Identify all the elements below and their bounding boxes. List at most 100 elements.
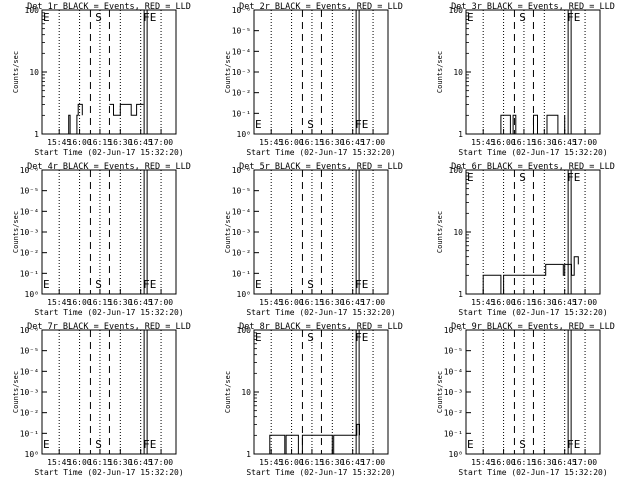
- y-tick-label: 10⁻⁵: [20, 347, 39, 356]
- events-series-line: [481, 256, 579, 295]
- x-tick-label: 16:00: [492, 298, 516, 307]
- marker-label-s: S: [95, 278, 102, 291]
- marker-label-fe: FE: [143, 438, 156, 451]
- y-tick-label: 10: [29, 68, 39, 77]
- y-tick-label: 10⁻²: [20, 249, 39, 258]
- y-tick-label: 100: [25, 6, 40, 15]
- x-tick-label: 16:15: [300, 458, 324, 467]
- y-tick-label: 10⁻⁶: [232, 166, 251, 175]
- x-tick-label: 17:00: [149, 298, 173, 307]
- y-tick-label: 10⁻⁶: [20, 166, 39, 175]
- y-tick-label: 10⁻⁴: [20, 207, 39, 216]
- y-axis-label: Counts/sec: [12, 211, 20, 253]
- y-tick-label: 10⁻¹: [232, 269, 251, 278]
- panel-4: Det 4r BLACK = Events, RED = LLD Counts/s…: [12, 162, 191, 317]
- x-tick-label: 17:00: [361, 458, 385, 467]
- y-tick-label: 10⁰: [237, 290, 251, 299]
- x-tick-label: 16:45: [553, 458, 577, 467]
- marker-label-e: E: [255, 278, 262, 291]
- y-tick-label: 10⁻⁶: [444, 326, 463, 335]
- marker-label-s: S: [519, 171, 526, 184]
- y-tick-label: 10⁻¹: [232, 109, 251, 118]
- x-tick-label: 15:45: [471, 458, 495, 467]
- x-axis-label: Start Time (02-Jun-17 15:32:20): [458, 308, 607, 317]
- x-tick-label: 16:15: [512, 138, 536, 147]
- marker-label-fe: FE: [143, 278, 156, 291]
- marker-label-e: E: [255, 118, 262, 131]
- x-tick-label: 16:00: [68, 458, 92, 467]
- marker-label-s: S: [95, 438, 102, 451]
- x-tick-label: 15:45: [471, 138, 495, 147]
- y-tick-label: 1: [34, 130, 39, 139]
- x-tick-label: 16:00: [68, 138, 92, 147]
- x-tick-label: 16:45: [341, 298, 365, 307]
- x-tick-label: 17:00: [361, 298, 385, 307]
- marker-label-fe: FE: [567, 11, 580, 24]
- marker-label-e: E: [43, 278, 50, 291]
- x-tick-label: 17:00: [573, 458, 597, 467]
- y-axis-label: Counts/sec: [224, 371, 232, 413]
- x-tick-label: 16:15: [300, 298, 324, 307]
- panel-7: Det 7r BLACK = Events, RED = LLD Counts/s…: [12, 322, 191, 477]
- marker-label-fe: FE: [355, 331, 368, 344]
- panel-9: Det 9r BLACK = Events, RED = LLD Counts/s…: [436, 322, 615, 477]
- events-series-line: [109, 103, 144, 116]
- y-axis-label: Counts/sec: [436, 211, 444, 253]
- panel-8: Det 8r BLACK = Events, RED = LLD Counts/s…: [224, 322, 403, 477]
- x-tick-label: 16:30: [320, 298, 344, 307]
- panel-title: Det 2r BLACK = Events, RED = LLD: [239, 2, 403, 12]
- y-tick-label: 10⁻⁶: [232, 6, 251, 15]
- y-axis-label: Counts/sec: [224, 51, 232, 93]
- x-tick-label: 16:00: [280, 458, 304, 467]
- y-tick-label: 10⁻²: [20, 409, 39, 418]
- marker-label-fe: FE: [355, 278, 368, 291]
- x-axis-label: Start Time (02-Jun-17 15:32:20): [458, 148, 607, 157]
- y-tick-label: 100: [449, 6, 464, 15]
- x-tick-label: 15:45: [47, 458, 71, 467]
- y-tick-label: 100: [449, 166, 464, 175]
- events-series-line: [52, 103, 83, 135]
- x-axis-label: Start Time (02-Jun-17 15:32:20): [246, 468, 395, 477]
- x-tick-label: 16:15: [512, 458, 536, 467]
- x-tick-label: 15:45: [259, 298, 283, 307]
- y-tick-label: 10⁻²: [232, 89, 251, 98]
- y-axis-label: Counts/sec: [12, 51, 20, 93]
- marker-label-e: E: [43, 11, 50, 24]
- marker-label-s: S: [95, 11, 102, 24]
- y-tick-label: 10: [453, 68, 463, 77]
- y-tick-label: 10⁻⁴: [232, 47, 251, 56]
- panel-6: Det 6r BLACK = Events, RED = LLD Counts/s…: [436, 162, 615, 317]
- x-tick-label: 16:30: [532, 458, 556, 467]
- y-axis-label: Counts/sec: [224, 211, 232, 253]
- x-tick-label: 16:30: [320, 458, 344, 467]
- y-tick-label: 10⁻⁴: [444, 367, 463, 376]
- y-tick-label: 10⁻³: [232, 228, 251, 237]
- x-axis-label: Start Time (02-Jun-17 15:32:20): [34, 468, 183, 477]
- y-tick-label: 10⁻³: [232, 68, 251, 77]
- x-axis-label: Start Time (02-Jun-17 15:32:20): [34, 308, 183, 317]
- x-tick-label: 15:45: [47, 298, 71, 307]
- marker-label-s: S: [519, 11, 526, 24]
- marker-label-s: S: [307, 278, 314, 291]
- x-tick-label: 17:00: [573, 298, 597, 307]
- x-axis-label: Start Time (02-Jun-17 15:32:20): [246, 308, 395, 317]
- y-tick-label: 10⁰: [237, 130, 251, 139]
- x-tick-label: 16:30: [108, 298, 132, 307]
- marker-label-e: E: [43, 438, 50, 451]
- marker-label-fe: FE: [567, 438, 580, 451]
- y-axis-label: Counts/sec: [436, 371, 444, 413]
- marker-label-fe: FE: [355, 118, 368, 131]
- x-tick-label: 16:45: [129, 458, 153, 467]
- panel-title: Det 7r BLACK = Events, RED = LLD: [27, 322, 191, 332]
- events-series-line: [268, 423, 360, 455]
- y-tick-label: 10⁻³: [20, 228, 39, 237]
- x-tick-label: 16:30: [108, 138, 132, 147]
- marker-label-fe: FE: [567, 171, 580, 184]
- y-tick-label: 10⁰: [25, 450, 39, 459]
- x-axis-label: Start Time (02-Jun-17 15:32:20): [458, 468, 607, 477]
- x-tick-label: 16:15: [512, 298, 536, 307]
- x-tick-label: 16:45: [341, 138, 365, 147]
- y-tick-label: 10: [453, 228, 463, 237]
- x-tick-label: 16:15: [88, 138, 112, 147]
- y-axis-label: Counts/sec: [12, 371, 20, 413]
